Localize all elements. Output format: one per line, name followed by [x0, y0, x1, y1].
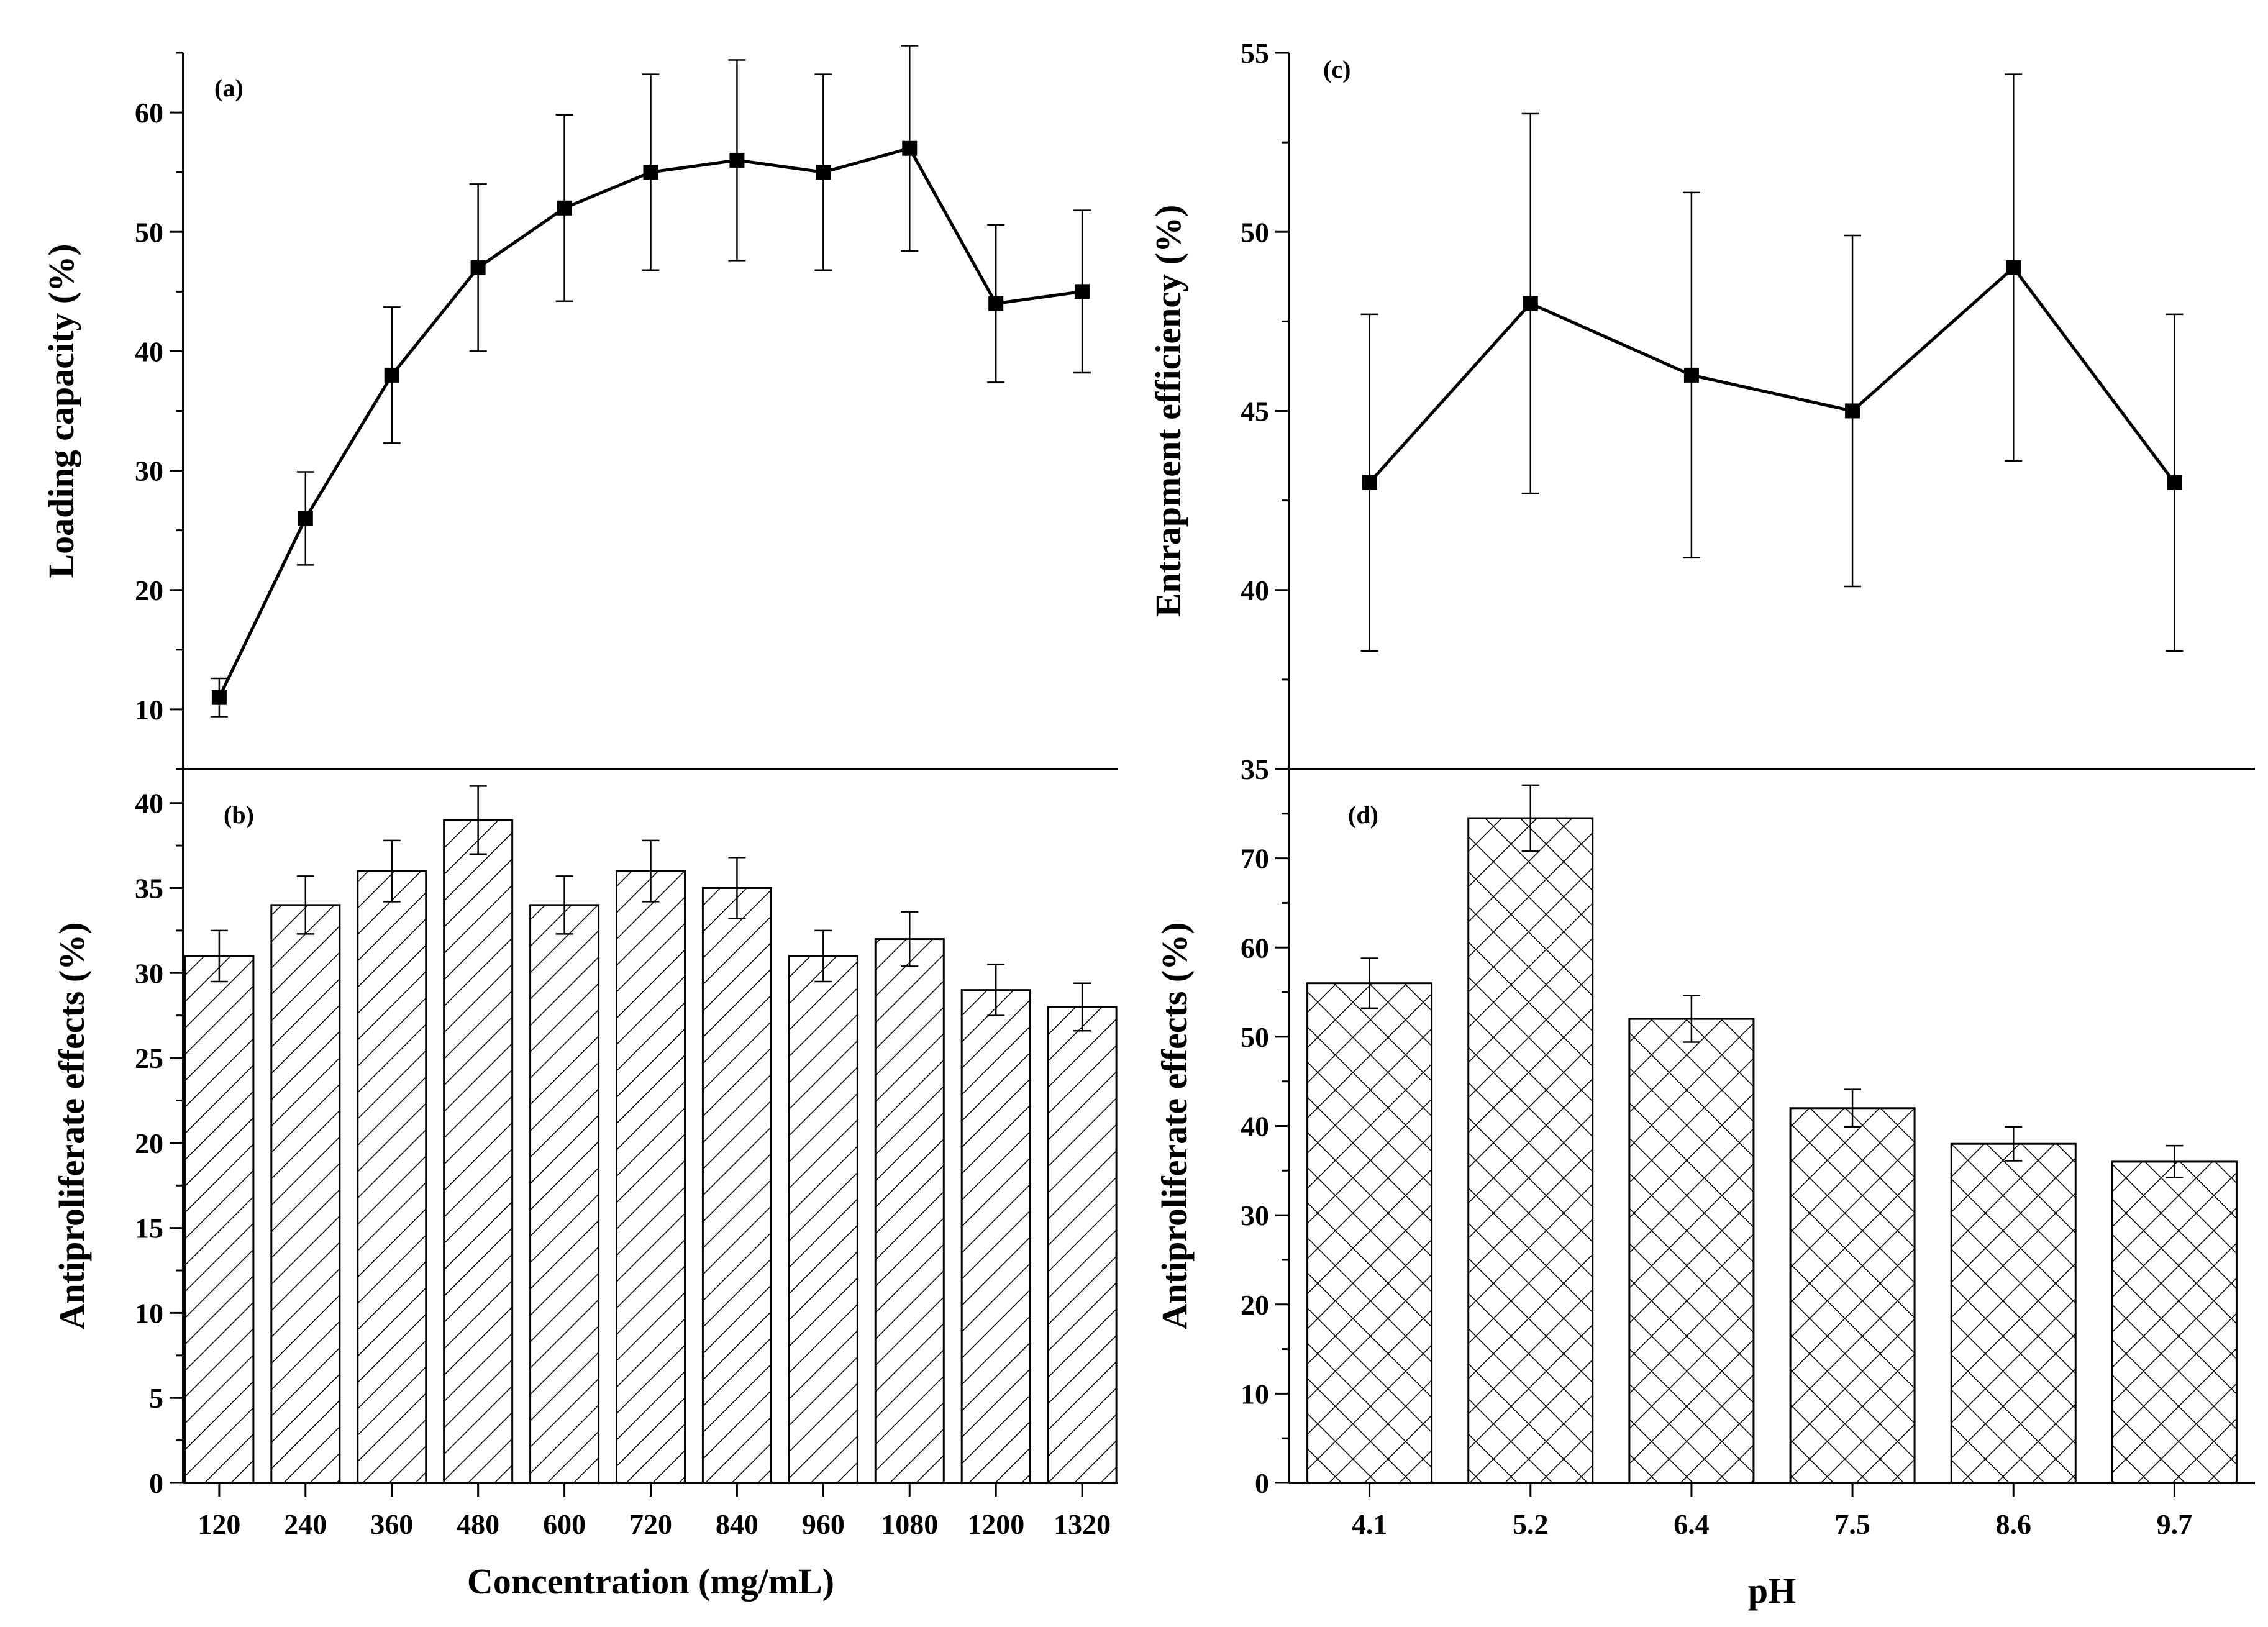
- data-point-a: [470, 260, 486, 275]
- y-tick-label-c: 35: [1241, 754, 1269, 785]
- y-tick-label-b: 25: [135, 1042, 163, 1074]
- data-point-c: [2167, 475, 2182, 490]
- y-tick-label-a: 30: [135, 455, 163, 487]
- y-tick-label-c: 50: [1241, 216, 1269, 248]
- y-tick-label-d: 10: [1241, 1378, 1269, 1410]
- data-point-a: [902, 140, 918, 156]
- y-tick-label-b: 10: [135, 1297, 163, 1329]
- bar-b: [701, 887, 772, 1484]
- y-tick-label-b: 35: [135, 873, 163, 905]
- x-tick-label-d: 5.2: [1513, 1508, 1549, 1540]
- bar-b: [960, 989, 1031, 1484]
- x-tick-label-b: 1080: [881, 1508, 938, 1540]
- data-point-c: [1683, 367, 1699, 383]
- x-tick-label-b: 120: [198, 1508, 240, 1540]
- y-tick-label-b: 0: [149, 1467, 163, 1499]
- x-tick-label-b: 240: [284, 1508, 327, 1540]
- x-tick-label-b: 480: [457, 1508, 499, 1540]
- bar-b: [443, 819, 514, 1484]
- x-tick-label-b: 1200: [967, 1508, 1024, 1540]
- y-tick-label-b: 15: [135, 1213, 163, 1244]
- y-tick-label-c: 45: [1241, 396, 1269, 427]
- x-tick-label-b: 1320: [1054, 1508, 1111, 1540]
- x-tick-label-d: 4.1: [1352, 1508, 1388, 1540]
- x-tick-label-d: 7.5: [1834, 1508, 1870, 1540]
- bar-b: [1047, 1006, 1118, 1484]
- axes-b: 0 5 10 15 20 25 30 35 40 120 240 360 480 600 720 840 960…: [52, 768, 1118, 1602]
- y-tick-label-d: 20: [1241, 1289, 1269, 1321]
- x-tick-label-b: 840: [716, 1508, 758, 1540]
- y-axis-title-d: Antiproliferate effects (%): [1154, 923, 1195, 1330]
- data-point-c: [1362, 475, 1377, 490]
- y-tick-label-b: 20: [135, 1128, 163, 1159]
- y-tick-label-b: 40: [135, 788, 163, 819]
- bar-d: [1306, 982, 1433, 1484]
- series-line-c: [1368, 265, 2176, 484]
- y-tick-label-c: 40: [1241, 575, 1269, 606]
- data-point-c: [2006, 260, 2021, 275]
- bar-b: [616, 870, 686, 1484]
- y-tick-label-d: 0: [1255, 1467, 1269, 1499]
- data-point-c: [1523, 296, 1538, 311]
- data-point-a: [1075, 284, 1090, 299]
- x-tick-label-b: 720: [629, 1508, 672, 1540]
- y-axis-title-b: Antiproliferate effects (%): [52, 923, 92, 1330]
- data-point-a: [988, 296, 1004, 311]
- panel-label-a: (a): [214, 74, 244, 102]
- axes-a: 10 20 30 40 50 60 (a) Loading capacity (%): [41, 45, 1091, 770]
- y-tick-label-a: 10: [135, 694, 163, 726]
- data-point-a: [384, 367, 399, 383]
- bar-d: [2111, 1160, 2238, 1484]
- y-tick-label-d: 50: [1241, 1021, 1269, 1053]
- axes-d: 0 10 20 30 40 50 60 70 4.1 5.2 6.4 7.5 8.6 9.7 (d) Anti…: [1154, 768, 2255, 1611]
- y-tick-label-c: 55: [1241, 37, 1269, 69]
- x-tick-label-b: 360: [370, 1508, 413, 1540]
- panel-label-b: (b): [224, 801, 254, 829]
- panel-label-c: (c): [1323, 55, 1350, 83]
- x-tick-label-d: 9.7: [2157, 1508, 2193, 1540]
- bar-d: [1789, 1107, 1916, 1484]
- bar-b: [270, 904, 341, 1484]
- x-axis-title-d: pH: [1748, 1570, 1796, 1611]
- data-point-a: [729, 152, 745, 168]
- data-point-a: [557, 200, 572, 216]
- bar-b: [788, 955, 858, 1484]
- y-tick-label-b: 30: [135, 957, 163, 989]
- bar-b: [874, 938, 945, 1484]
- y-axis-title-c: Entrapment efficiency (%): [1148, 205, 1188, 618]
- bar-b: [184, 955, 255, 1484]
- bar-d: [1950, 1142, 2077, 1484]
- y-tick-label-b: 5: [149, 1382, 163, 1414]
- y-tick-label-a: 50: [135, 216, 163, 248]
- y-tick-label-a: 20: [135, 575, 163, 606]
- y-tick-label-d: 70: [1241, 843, 1269, 875]
- y-tick-label-a: 40: [135, 335, 163, 367]
- data-point-a: [298, 511, 313, 526]
- bar-b: [529, 904, 600, 1484]
- panel-label-d: (d): [1348, 801, 1378, 829]
- x-tick-label-d: 6.4: [1674, 1508, 1710, 1540]
- y-axis-title-a: Loading capacity (%): [41, 244, 81, 578]
- x-tick-label-b: 960: [802, 1508, 845, 1540]
- y-tick-label-d: 30: [1241, 1200, 1269, 1231]
- x-tick-label-b: 600: [543, 1508, 586, 1540]
- data-point-c: [1845, 403, 1860, 419]
- x-axis-title-b: Concentration (mg/mL): [467, 1561, 834, 1602]
- axes-c: 35 40 45 50 55 (c) Entrapment efficiency (%): [1148, 37, 2184, 785]
- data-point-a: [211, 690, 227, 705]
- data-point-a: [643, 165, 658, 180]
- bar-d: [1467, 817, 1594, 1484]
- y-tick-label-d: 60: [1241, 932, 1269, 964]
- y-tick-label-a: 60: [135, 97, 163, 129]
- x-tick-label-d: 8.6: [1996, 1508, 2032, 1540]
- y-tick-label-d: 40: [1241, 1111, 1269, 1142]
- data-point-a: [816, 165, 831, 180]
- bar-b: [357, 870, 427, 1484]
- bar-d: [1628, 1018, 1755, 1484]
